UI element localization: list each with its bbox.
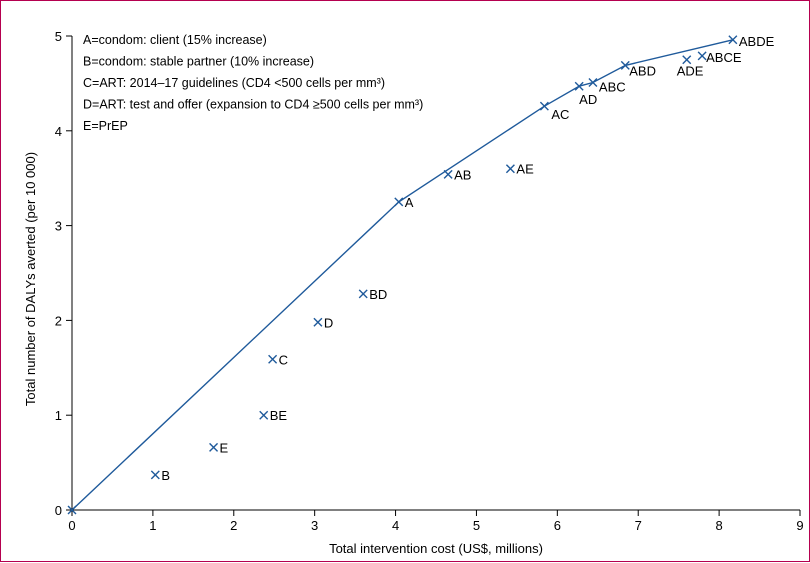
point-label: BD [369, 287, 387, 302]
point-label: C [279, 352, 288, 367]
y-tick-label: 5 [55, 29, 62, 44]
data-point-abd [620, 60, 630, 70]
x-tick-label: 9 [796, 518, 803, 533]
y-tick-label: 1 [55, 408, 62, 423]
data-point-ade [682, 55, 692, 65]
point-label: B [161, 468, 170, 483]
data-point-e [209, 442, 219, 452]
data-point-d [313, 317, 323, 327]
legend-entry: C=ART: 2014–17 guidelines (CD4 <500 cell… [83, 76, 385, 90]
point-label: AB [454, 167, 471, 182]
x-tick-label: 4 [392, 518, 399, 533]
data-point-be [259, 410, 269, 420]
y-tick-label: 3 [55, 219, 62, 234]
point-label: AD [579, 92, 597, 107]
data-point-abde [728, 35, 738, 45]
y-tick-label: 4 [55, 124, 62, 139]
point-label: ADE [677, 64, 704, 79]
legend-entry: E=PrEP [83, 119, 128, 133]
x-tick-label: 7 [635, 518, 642, 533]
x-tick-label: 0 [68, 518, 75, 533]
data-point-ac [539, 101, 549, 111]
point-label: D [324, 315, 333, 330]
origin-marker [67, 505, 77, 515]
data-point-b [150, 470, 160, 480]
y-tick-label: 0 [55, 503, 62, 518]
axes: 0 1 2 3 4 5 6 7 8 9 0 1 2 3 4 5 [55, 29, 804, 533]
data-point-ae [505, 164, 515, 174]
point-label: AE [516, 162, 534, 177]
legend-entry: B=condom: stable partner (10% increase) [83, 55, 314, 69]
y-tick-label: 2 [55, 313, 62, 328]
data-point-abce [697, 51, 707, 61]
point-label: ABCE [706, 50, 742, 65]
x-tick-label: 1 [149, 518, 156, 533]
legend: A=condom: client (15% increase) B=condom:… [83, 33, 423, 133]
data-point-c [268, 354, 278, 364]
point-label: A [405, 195, 414, 210]
x-tick-label: 2 [230, 518, 237, 533]
legend-entry: D=ART: test and offer (expansion to CD4 … [83, 98, 423, 112]
data-point-ad [574, 81, 584, 91]
point-label: ABDE [739, 34, 775, 49]
data-point-bd [358, 289, 368, 299]
x-tick-label: 6 [554, 518, 561, 533]
data-point-abc [588, 77, 598, 87]
x-tick-label: 5 [473, 518, 480, 533]
legend-entry: A=condom: client (15% increase) [83, 33, 267, 47]
x-axis-title: Total intervention cost (US$, millions) [329, 541, 543, 556]
point-label: AC [551, 107, 569, 122]
x-tick-label: 8 [715, 518, 722, 533]
data-point-ab [443, 169, 453, 179]
point-label: ABD [629, 63, 656, 78]
point-label: ABC [599, 79, 626, 94]
point-label: BE [270, 408, 288, 423]
data-point-a [394, 197, 404, 207]
point-label: E [220, 440, 229, 455]
y-axis-title: Total number of DALYs averted (per 10 00… [23, 152, 38, 406]
x-tick-label: 3 [311, 518, 318, 533]
